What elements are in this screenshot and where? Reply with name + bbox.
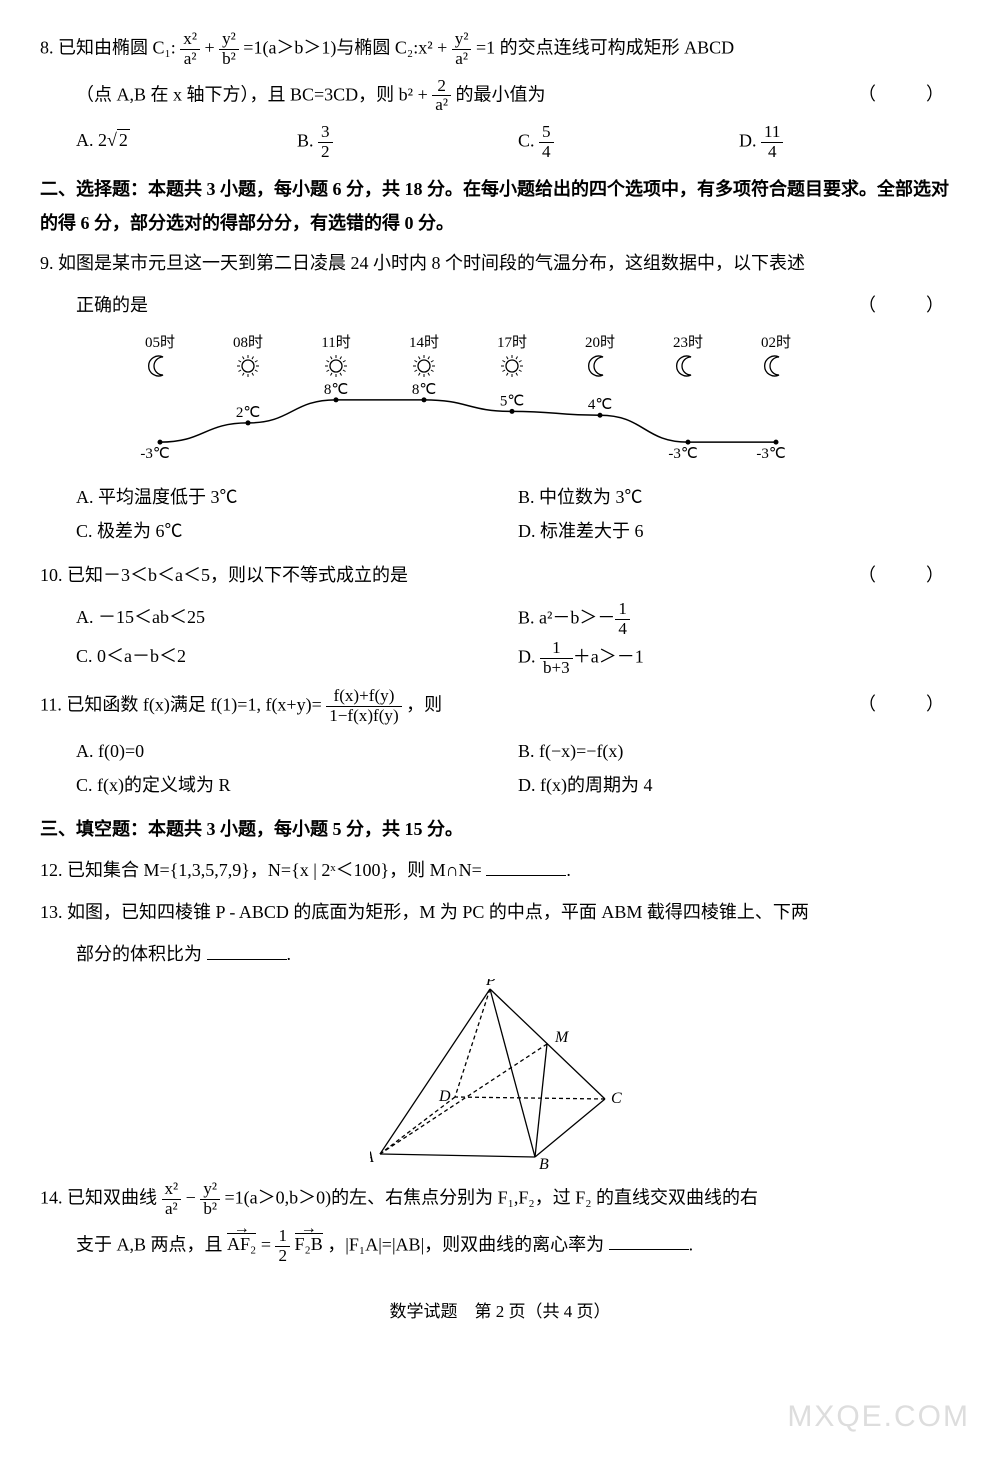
q8-text: 8. 已知由椭圆 C₁: [40,37,176,57]
vector: → AF₂ [227,1227,256,1261]
question-14: 14. 已知双曲线 x²a² − y²b² =1(a＞0,b＞0)的左、右焦点分… [40,1180,960,1219]
option-b[interactable]: B. f(−x)=−f(x) [518,734,960,768]
question-13: 13. 如图，已知四棱锥 P - ABCD 的底面为矩形，M 为 PC 的中点，… [40,895,960,929]
svg-text:B: B [539,1156,549,1169]
pyramid-diagram: P A B C D M [40,979,960,1180]
option-c[interactable]: C. f(x)的定义域为 R [76,768,518,802]
svg-text:4℃: 4℃ [588,397,612,413]
svg-text:23时: 23时 [673,334,703,351]
fraction: x²a² [162,1180,182,1219]
q9-options: A. 平均温度低于 3℃ B. 中位数为 3℃ C. 极差为 6℃ D. 标准差… [76,480,960,548]
fill-blank[interactable] [609,1231,689,1250]
svg-text:C: C [611,1090,622,1107]
option-a[interactable]: A. 平均温度低于 3℃ [76,480,518,514]
svg-text:08时: 08时 [233,334,263,351]
page-footer: 数学试题 第 2 页（共 4 页） [40,1296,960,1328]
q10-options: A. －15＜ab＜25 B. a²－b＞－14 C. 0＜a－b＜2 D. 1… [76,600,960,677]
answer-paren[interactable]: （ ） [858,77,960,111]
option-a[interactable]: A. －15＜ab＜25 [76,600,518,639]
svg-text:2℃: 2℃ [236,404,260,420]
fraction: 12 [275,1227,290,1266]
fraction: 2a² [432,77,451,116]
fraction: y²b² [200,1180,220,1219]
svg-text:02时: 02时 [761,334,791,351]
question-10: 10. 已知－3＜b＜a＜5，则以下不等式成立的是 （ ） [40,558,960,592]
svg-text:-3℃: -3℃ [756,446,785,461]
option-d[interactable]: D. 标准差大于 6 [518,514,960,548]
fill-blank[interactable] [207,941,287,960]
answer-paren[interactable]: （ ） [858,288,960,322]
q8-options: A. 2√2 B. 32 C. 54 D. 114 [76,123,960,162]
fraction: f(x)+f(y)1−f(x)f(y) [326,687,401,726]
svg-text:M: M [554,1029,570,1046]
fill-blank[interactable] [486,857,566,876]
option-a[interactable]: A. f(0)=0 [76,734,518,768]
svg-text:20时: 20时 [585,334,615,351]
svg-text:D: D [438,1088,451,1105]
temperature-chart: 05时 08时 11时 14时 17时 20时 23时 02时 -3℃ 2℃ 8℃ 8℃ 5℃ 4℃ -3℃… [120,331,960,472]
svg-text:5℃: 5℃ [500,393,524,409]
svg-text:14时: 14时 [409,334,439,351]
option-c[interactable]: C. 极差为 6℃ [76,514,518,548]
watermark: MXQE.COM [787,1388,970,1445]
svg-text:8℃: 8℃ [324,381,348,397]
option-b[interactable]: B. 中位数为 3℃ [518,480,960,514]
svg-text:17时: 17时 [497,334,527,351]
fraction: x²a² [180,30,200,69]
option-c[interactable]: C. 54 [518,123,739,162]
option-a[interactable]: A. 2√2 [76,123,297,162]
svg-text:11时: 11时 [321,334,350,351]
section-3-header: 三、填空题：本题共 3 小题，每小题 5 分，共 15 分。 [40,812,960,846]
q8-line2: （点 A,B 在 x 轴下方），且 BC=3CD，则 b² + 2a² 的最小值… [76,77,960,116]
svg-text:P: P [485,979,496,989]
option-b[interactable]: B. a²－b＞－14 [518,600,960,639]
svg-text:-3℃: -3℃ [140,446,169,461]
svg-text:8℃: 8℃ [412,381,436,397]
question-11: 11. 已知函数 f(x)满足 f(1)=1, f(x+y)= f(x)+f(y… [40,687,960,726]
vector: → F₂B [295,1227,323,1261]
svg-text:05时: 05时 [145,334,175,351]
q11-options: A. f(0)=0 B. f(−x)=−f(x) C. f(x)的定义域为 R … [76,734,960,802]
option-b[interactable]: B. 32 [297,123,518,162]
answer-paren[interactable]: （ ） [858,558,960,592]
question-12: 12. 已知集合 M={1,3,5,7,9}，N={x | 2ˣ＜100}，则 … [40,853,960,887]
question-9: 9. 如图是某市元旦这一天到第二日凌晨 24 小时内 8 个时间段的气温分布，这… [40,246,960,280]
question-8: 8. 已知由椭圆 C₁: x²a² + y²b² =1(a＞b＞1)与椭圆 C₂… [40,30,960,69]
svg-text:A: A [370,1149,374,1166]
option-d[interactable]: D. f(x)的周期为 4 [518,768,960,802]
fraction: y²b² [219,30,239,69]
svg-text:-3℃: -3℃ [668,446,697,461]
option-d[interactable]: D. 1b+3＋a＞－1 [518,639,960,678]
section-2-header: 二、选择题：本题共 3 小题，每小题 6 分，共 18 分。在每小题给出的四个选… [40,172,960,240]
option-c[interactable]: C. 0＜a－b＜2 [76,639,518,678]
fraction: y²a² [452,30,472,69]
option-d[interactable]: D. 114 [739,123,960,162]
answer-paren[interactable]: （ ） [858,687,960,721]
